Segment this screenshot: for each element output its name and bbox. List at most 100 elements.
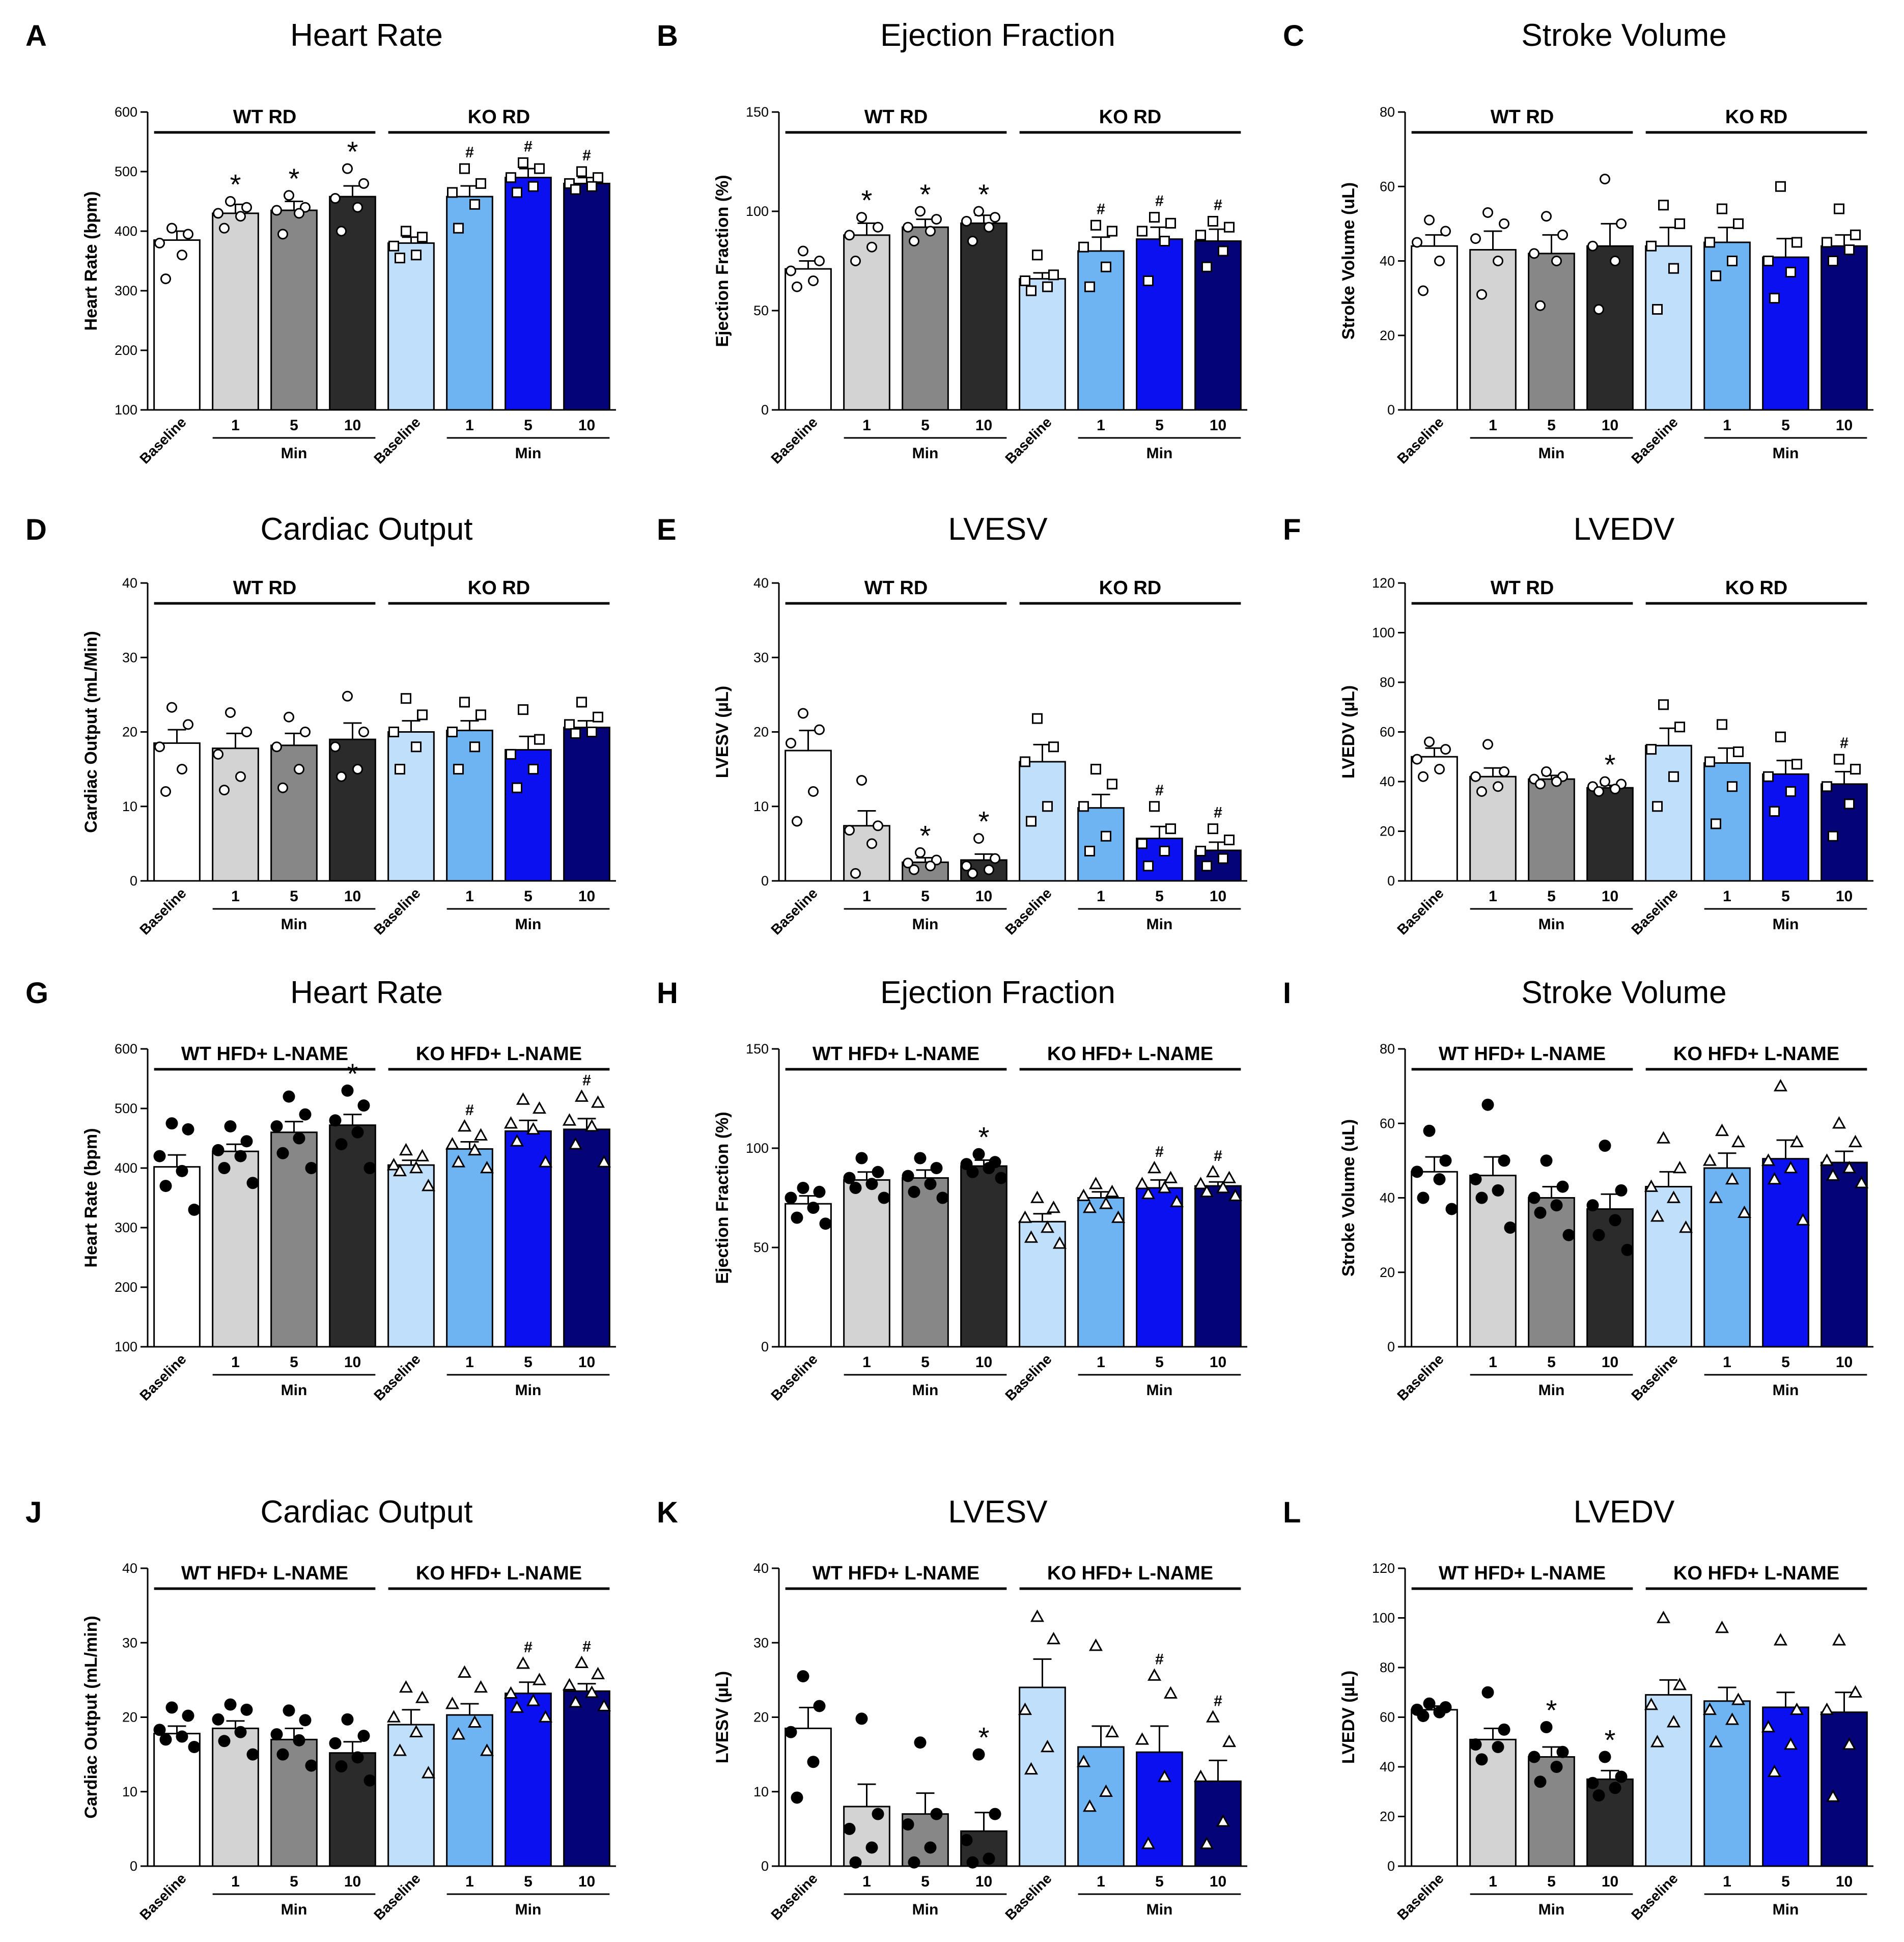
data-point [1222, 1734, 1237, 1747]
data-point [1850, 229, 1861, 240]
y-axis-label: Ejection Fraction (%) [713, 1112, 732, 1284]
data-point [1481, 1098, 1494, 1111]
data-point [1040, 1739, 1055, 1753]
data-point [212, 1713, 225, 1726]
data-point [219, 785, 230, 796]
data-point [786, 737, 796, 748]
data-point [1024, 1762, 1039, 1775]
data-point [1195, 230, 1206, 241]
data-point [1711, 270, 1721, 282]
data-point [305, 1759, 318, 1772]
data-point [1789, 1702, 1804, 1715]
bar [446, 1148, 493, 1348]
data-point [1540, 1721, 1553, 1733]
data-point [1082, 1200, 1097, 1213]
chart-title: LVEDV [1574, 1494, 1675, 1530]
x-unit-label: Min [515, 445, 542, 462]
data-point [284, 190, 294, 201]
data-point [1822, 781, 1832, 792]
y-tick-label: 60 [1380, 179, 1395, 194]
data-point [1163, 1171, 1178, 1183]
data-point [417, 232, 428, 243]
panel-L: L LVEDV 0 20 40 60 80 100 120 LVEDV (µL) * * WT HFD+… [1283, 1494, 1873, 1923]
data-point [1199, 1837, 1214, 1849]
data-point [401, 693, 411, 704]
data-point [510, 1700, 524, 1713]
y-tick-label: 300 [115, 1220, 137, 1235]
chart-title: Heart Rate [290, 18, 443, 53]
data-point [1725, 1172, 1740, 1185]
data-point [411, 249, 422, 261]
data-point [1737, 1205, 1752, 1218]
data-point [1424, 214, 1435, 226]
y-tick-label: 60 [1380, 1116, 1395, 1131]
panel-letter: L [1283, 1496, 1301, 1529]
data-point [1656, 1131, 1671, 1144]
y-tick-label: 400 [115, 224, 137, 239]
data-point [1773, 1633, 1788, 1646]
y-tick-label: 0 [761, 873, 769, 889]
y-tick-label: 120 [1372, 575, 1395, 591]
data-point [1412, 237, 1422, 248]
data-point [844, 825, 855, 836]
x-tick-label-baseline: Baseline [1628, 885, 1681, 937]
data-point [1026, 816, 1037, 827]
y-tick-label: 20 [1380, 328, 1395, 343]
data-point [1418, 285, 1429, 296]
data-point [176, 1164, 188, 1177]
x-unit-label: Min [1538, 1382, 1565, 1399]
data-point [447, 187, 458, 198]
data-point [1228, 1188, 1243, 1201]
bar [1411, 1709, 1458, 1867]
group-label: WT RD [233, 106, 297, 128]
x-tick-label: 1 [1723, 1354, 1731, 1371]
group-label: WT HFD+ L-NAME [1439, 1563, 1606, 1584]
data-point [1018, 1702, 1032, 1715]
significance-mark: # [1214, 1148, 1222, 1164]
bar [1821, 245, 1868, 411]
x-tick-label: 5 [290, 417, 298, 434]
y-tick-label: 60 [1380, 725, 1395, 740]
data-point [399, 1680, 413, 1693]
data-point [1084, 846, 1095, 856]
y-axis-label: Ejection Fraction (%) [713, 175, 732, 347]
data-point [1499, 218, 1509, 229]
bar [329, 738, 376, 882]
x-tick-label: 10 [975, 888, 992, 905]
x-tick-label: 10 [1836, 888, 1853, 905]
data-point [1826, 1789, 1840, 1802]
bar [153, 239, 201, 411]
panel-letter: I [1283, 977, 1291, 1010]
y-axis-label: Cardiac Output (mL/min) [81, 1616, 101, 1819]
data-point [1717, 203, 1727, 214]
data-point [586, 727, 597, 737]
data-point [1411, 1166, 1423, 1178]
data-point [1199, 1184, 1214, 1198]
bar [902, 1177, 949, 1348]
x-tick-label: 5 [1155, 888, 1164, 905]
data-point [924, 1841, 937, 1854]
panel-A: A Heart Rate 100 200 300 400 500 600 Heart Rate … [25, 18, 616, 467]
data-point [188, 1741, 201, 1753]
data-point [1610, 784, 1620, 795]
bar [1586, 787, 1634, 882]
data-point [182, 1123, 194, 1135]
x-unit-label: Min [515, 916, 542, 933]
x-tick-label: 5 [921, 1354, 930, 1371]
data-point [1417, 1191, 1430, 1204]
bar [1528, 778, 1575, 882]
data-point [1842, 1160, 1857, 1174]
group-label: WT HFD+ L-NAME [181, 1043, 348, 1065]
x-tick-label: 1 [1097, 1354, 1105, 1371]
data-point [1492, 1184, 1504, 1197]
x-tick-label-baseline: Baseline [1394, 414, 1446, 466]
data-point [503, 1686, 518, 1699]
bar [212, 212, 259, 411]
panel-D: D Cardiac Output 0 10 20 30 40 Cardiac Output (… [25, 512, 616, 938]
y-axis-label: Stroke Volume (uL) [1339, 1119, 1358, 1277]
data-point [342, 163, 353, 174]
data-point [1208, 823, 1218, 835]
x-tick-label: 1 [1723, 417, 1731, 434]
panel-letter: E [657, 513, 677, 546]
data-point [526, 1694, 541, 1706]
